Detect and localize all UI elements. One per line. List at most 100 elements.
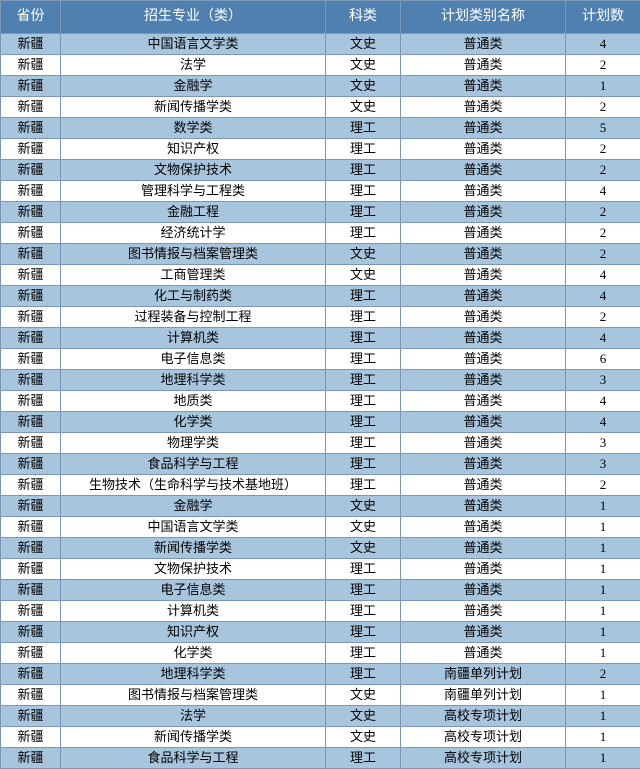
table-cell: 食品科学与工程 <box>61 748 326 769</box>
table-cell: 2 <box>566 139 640 160</box>
table-cell: 理工 <box>326 223 401 244</box>
table-cell: 3 <box>566 454 640 475</box>
table-header-row: 省份 招生专业（类） 科类 计划类别名称 计划数 <box>1 1 640 34</box>
table-cell: 食品科学与工程 <box>61 454 326 475</box>
table-cell: 普通类 <box>401 475 566 496</box>
table-cell: 经济统计学 <box>61 223 326 244</box>
table-cell: 理工 <box>326 139 401 160</box>
table-cell: 新疆 <box>1 706 61 727</box>
table-cell: 普通类 <box>401 517 566 538</box>
table-cell: 南疆单列计划 <box>401 664 566 685</box>
table-cell: 金融工程 <box>61 202 326 223</box>
table-cell: 文物保护技术 <box>61 559 326 580</box>
table-cell: 1 <box>566 685 640 706</box>
table-cell: 理工 <box>326 601 401 622</box>
table-cell: 新闻传播学类 <box>61 97 326 118</box>
table-cell: 理工 <box>326 412 401 433</box>
table-row: 新疆地理科学类理工普通类3 <box>1 370 640 391</box>
table-row: 新疆化学类理工普通类4 <box>1 412 640 433</box>
table-cell: 文史 <box>326 685 401 706</box>
table-row: 新疆地理科学类理工南疆单列计划2 <box>1 664 640 685</box>
table-cell: 文史 <box>326 244 401 265</box>
table-cell: 理工 <box>326 202 401 223</box>
table-cell: 普通类 <box>401 160 566 181</box>
table-cell: 普通类 <box>401 601 566 622</box>
table-row: 新疆食品科学与工程理工高校专项计划1 <box>1 748 640 769</box>
table-cell: 新疆 <box>1 76 61 97</box>
table-cell: 4 <box>566 286 640 307</box>
table-cell: 文史 <box>326 706 401 727</box>
table-cell: 新疆 <box>1 517 61 538</box>
table-row: 新疆知识产权理工普通类1 <box>1 622 640 643</box>
table-cell: 1 <box>566 538 640 559</box>
table-cell: 1 <box>566 601 640 622</box>
table-cell: 4 <box>566 181 640 202</box>
table-cell: 6 <box>566 349 640 370</box>
table-row: 新疆知识产权理工普通类2 <box>1 139 640 160</box>
table-cell: 新疆 <box>1 727 61 748</box>
table-cell: 理工 <box>326 307 401 328</box>
table-cell: 理工 <box>326 181 401 202</box>
table-row: 新疆法学文史高校专项计划1 <box>1 706 640 727</box>
table-cell: 4 <box>566 265 640 286</box>
table-cell: 普通类 <box>401 244 566 265</box>
table-cell: 1 <box>566 748 640 769</box>
table-cell: 文史 <box>326 538 401 559</box>
table-cell: 化学类 <box>61 412 326 433</box>
table-row: 新疆金融学文史普通类1 <box>1 496 640 517</box>
table-cell: 2 <box>566 160 640 181</box>
table-cell: 2 <box>566 202 640 223</box>
table-cell: 图书情报与档案管理类 <box>61 244 326 265</box>
table-cell: 2 <box>566 223 640 244</box>
table-cell: 新疆 <box>1 685 61 706</box>
table-cell: 3 <box>566 370 640 391</box>
table-cell: 新疆 <box>1 538 61 559</box>
table-cell: 普通类 <box>401 265 566 286</box>
table-cell: 普通类 <box>401 622 566 643</box>
table-cell: 1 <box>566 727 640 748</box>
table-cell: 计算机类 <box>61 601 326 622</box>
table-cell: 4 <box>566 412 640 433</box>
table-cell: 普通类 <box>401 643 566 664</box>
table-cell: 文史 <box>326 34 401 55</box>
table-cell: 1 <box>566 76 640 97</box>
table-cell: 文史 <box>326 55 401 76</box>
table-cell: 新疆 <box>1 118 61 139</box>
col-plan-type: 计划类别名称 <box>401 1 566 34</box>
table-cell: 新疆 <box>1 748 61 769</box>
table-cell: 知识产权 <box>61 622 326 643</box>
table-cell: 4 <box>566 34 640 55</box>
table-row: 新疆计算机类理工普通类4 <box>1 328 640 349</box>
table-cell: 1 <box>566 643 640 664</box>
table-cell: 化学类 <box>61 643 326 664</box>
table-cell: 文史 <box>326 76 401 97</box>
table-cell: 新疆 <box>1 160 61 181</box>
table-cell: 普通类 <box>401 223 566 244</box>
table-cell: 工商管理类 <box>61 265 326 286</box>
table-cell: 新疆 <box>1 139 61 160</box>
table-cell: 理工 <box>326 748 401 769</box>
table-row: 新疆工商管理类文史普通类4 <box>1 265 640 286</box>
table-cell: 普通类 <box>401 391 566 412</box>
table-cell: 理工 <box>326 160 401 181</box>
table-cell: 3 <box>566 433 640 454</box>
table-row: 新疆管理科学与工程类理工普通类4 <box>1 181 640 202</box>
table-cell: 理工 <box>326 454 401 475</box>
table-cell: 文物保护技术 <box>61 160 326 181</box>
col-major: 招生专业（类） <box>61 1 326 34</box>
table-cell: 电子信息类 <box>61 580 326 601</box>
table-row: 新疆地质类理工普通类4 <box>1 391 640 412</box>
table-cell: 新疆 <box>1 202 61 223</box>
table-cell: 普通类 <box>401 34 566 55</box>
table-cell: 新疆 <box>1 34 61 55</box>
table-cell: 理工 <box>326 622 401 643</box>
table-cell: 普通类 <box>401 55 566 76</box>
table-cell: 新疆 <box>1 454 61 475</box>
table-cell: 新疆 <box>1 223 61 244</box>
table-row: 新疆经济统计学理工普通类2 <box>1 223 640 244</box>
table-cell: 文史 <box>326 97 401 118</box>
table-cell: 普通类 <box>401 181 566 202</box>
table-row: 新疆电子信息类理工普通类1 <box>1 580 640 601</box>
table-cell: 普通类 <box>401 370 566 391</box>
table-cell: 新疆 <box>1 97 61 118</box>
